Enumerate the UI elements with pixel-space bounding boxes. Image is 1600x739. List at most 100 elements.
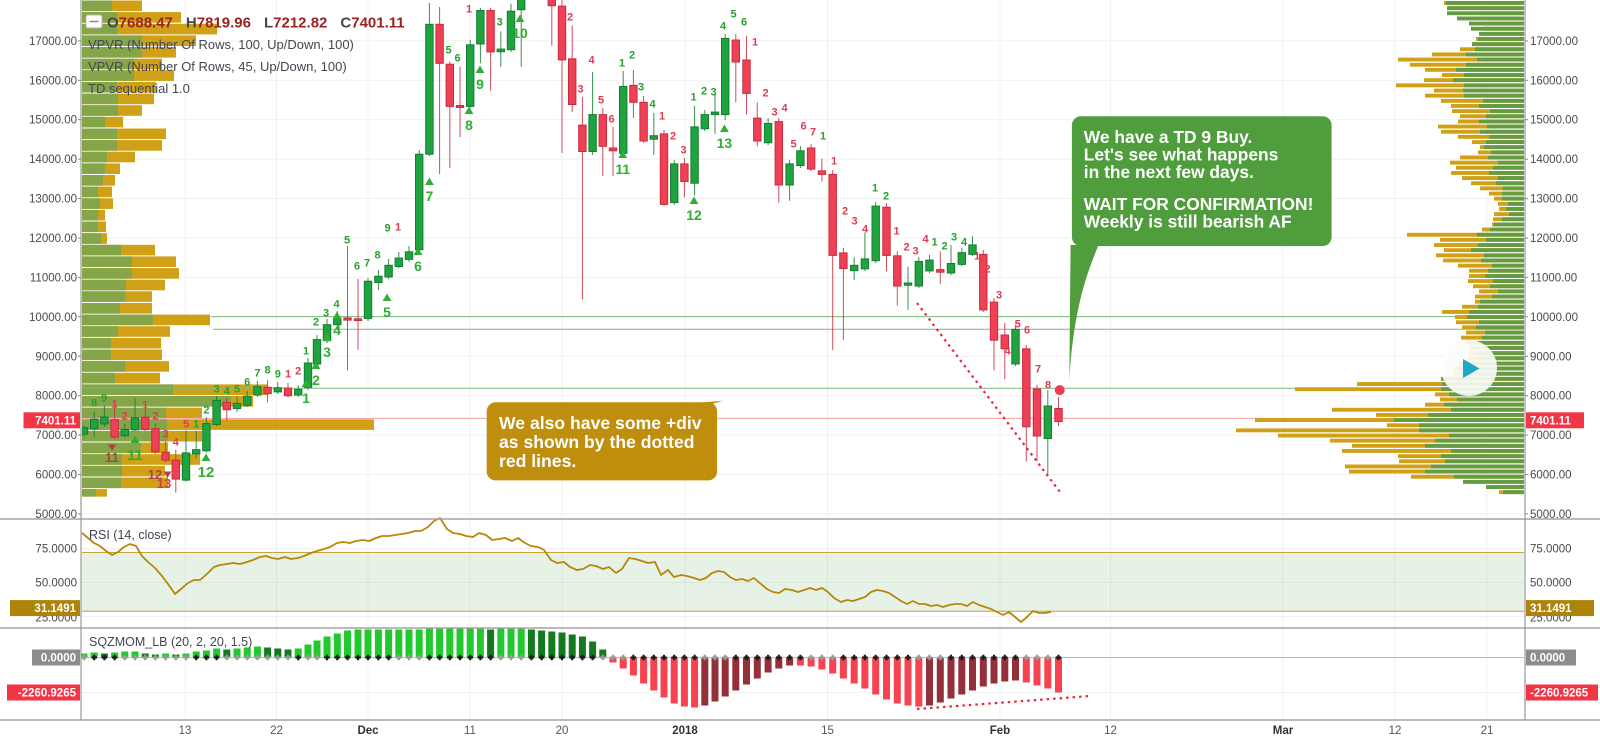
svg-text:7: 7	[364, 258, 370, 270]
svg-text:5: 5	[1015, 319, 1021, 331]
svg-text:8: 8	[465, 117, 473, 133]
svg-text:3: 3	[680, 145, 686, 157]
svg-text:21: 21	[1481, 725, 1494, 737]
svg-text:5: 5	[344, 235, 350, 247]
svg-text:11: 11	[615, 161, 630, 177]
svg-text:in the next few days.: in the next few days.	[1084, 162, 1254, 182]
svg-text:2: 2	[670, 131, 676, 143]
svg-text:1: 1	[302, 390, 310, 406]
svg-text:7401.11: 7401.11	[1530, 415, 1572, 427]
svg-text:3: 3	[912, 246, 918, 258]
svg-text:12: 12	[148, 467, 162, 482]
svg-text:20: 20	[556, 725, 569, 737]
svg-text:RSI (14, close): RSI (14, close)	[89, 528, 172, 542]
svg-text:4: 4	[224, 386, 231, 398]
svg-text:13: 13	[717, 135, 733, 151]
svg-text:75.0000: 75.0000	[1530, 544, 1572, 556]
svg-text:12: 12	[686, 207, 702, 223]
svg-text:5: 5	[383, 304, 391, 320]
svg-text:WAIT FOR CONFIRMATION!: WAIT FOR CONFIRMATION!	[1084, 194, 1314, 214]
svg-text:2: 2	[941, 241, 947, 253]
svg-text:5000.00: 5000.00	[35, 509, 77, 521]
svg-text:2: 2	[762, 88, 768, 100]
svg-text:6: 6	[741, 17, 747, 29]
svg-text:VPVR (Number Of Rows, 45, Up/D: VPVR (Number Of Rows, 45, Up/Down, 100)	[88, 59, 347, 74]
svg-text:2: 2	[152, 411, 158, 423]
svg-text:1: 1	[142, 400, 148, 412]
svg-text:6: 6	[454, 53, 460, 65]
svg-text:31.1491: 31.1491	[1530, 603, 1572, 615]
svg-text:5000.00: 5000.00	[1530, 509, 1572, 521]
svg-text:2: 2	[629, 50, 635, 62]
svg-text:7401.11: 7401.11	[35, 415, 77, 427]
svg-text:50.0000: 50.0000	[35, 578, 77, 590]
svg-text:11000.00: 11000.00	[1530, 272, 1577, 284]
svg-text:We also have some +div: We also have some +div	[499, 413, 702, 433]
svg-text:4: 4	[720, 21, 727, 33]
svg-text:TD sequential 1.0: TD sequential 1.0	[88, 81, 190, 96]
svg-text:2: 2	[701, 86, 707, 98]
svg-text:1: 1	[831, 156, 837, 168]
svg-text:Mar: Mar	[1273, 725, 1294, 737]
svg-text:3: 3	[323, 344, 331, 360]
svg-text:13000.00: 13000.00	[29, 194, 77, 206]
svg-text:3: 3	[771, 107, 777, 119]
svg-text:-2260.9265: -2260.9265	[18, 688, 77, 700]
svg-text:5: 5	[183, 419, 189, 431]
svg-text:17000.00: 17000.00	[29, 36, 77, 48]
svg-text:9: 9	[275, 369, 281, 381]
svg-text:8: 8	[265, 365, 271, 377]
svg-text:4: 4	[173, 437, 180, 449]
svg-text:5: 5	[445, 45, 451, 57]
svg-text:9: 9	[384, 223, 390, 235]
svg-text:VPVR (Number Of Rows, 100, Up/: VPVR (Number Of Rows, 100, Up/Down, 100)	[88, 37, 354, 52]
svg-text:8: 8	[374, 250, 380, 262]
svg-text:1: 1	[752, 37, 758, 49]
svg-text:1: 1	[893, 226, 899, 238]
svg-text:3: 3	[163, 429, 169, 441]
svg-text:10000.00: 10000.00	[29, 312, 77, 324]
svg-text:1: 1	[820, 131, 826, 143]
svg-text:red lines.: red lines.	[499, 451, 576, 471]
svg-text:13: 13	[179, 725, 192, 737]
svg-text:1: 1	[872, 183, 878, 195]
svg-text:12: 12	[198, 464, 215, 481]
svg-text:4: 4	[649, 99, 656, 111]
svg-text:4: 4	[1004, 346, 1011, 358]
svg-text:2018: 2018	[672, 725, 698, 737]
svg-text:3: 3	[710, 87, 716, 99]
svg-text:12: 12	[1104, 725, 1117, 737]
svg-text:11: 11	[464, 725, 476, 737]
svg-text:4: 4	[333, 322, 341, 338]
svg-text:50.0000: 50.0000	[1530, 578, 1572, 590]
svg-text:SQZMOM_LB (20, 2, 20, 1.5): SQZMOM_LB (20, 2, 20, 1.5)	[89, 635, 252, 649]
svg-text:-2260.9265: -2260.9265	[1530, 688, 1589, 700]
svg-text:4: 4	[333, 299, 340, 311]
svg-text:13: 13	[157, 476, 171, 491]
svg-text:16000.00: 16000.00	[1530, 75, 1578, 87]
svg-text:6: 6	[608, 114, 614, 126]
svg-text:11: 11	[105, 450, 119, 465]
svg-text:6: 6	[1024, 325, 1030, 337]
svg-text:1: 1	[931, 237, 937, 249]
svg-text:5: 5	[790, 139, 796, 151]
svg-text:14000.00: 14000.00	[1530, 154, 1578, 166]
svg-text:2: 2	[903, 242, 909, 254]
svg-text:75.0000: 75.0000	[35, 544, 77, 556]
svg-text:1: 1	[690, 92, 696, 104]
svg-text:4: 4	[961, 237, 968, 249]
svg-text:15000.00: 15000.00	[29, 115, 77, 127]
svg-text:3: 3	[951, 232, 957, 244]
svg-text:3: 3	[323, 308, 329, 320]
svg-text:2: 2	[842, 206, 848, 218]
svg-text:7: 7	[810, 127, 816, 139]
svg-text:6: 6	[414, 258, 422, 274]
svg-text:2: 2	[313, 317, 319, 329]
svg-text:as shown by the dotted: as shown by the dotted	[499, 432, 695, 452]
svg-text:1: 1	[395, 222, 401, 234]
svg-text:6: 6	[244, 377, 250, 389]
svg-text:15: 15	[821, 725, 834, 737]
svg-text:31.1491: 31.1491	[34, 603, 76, 615]
svg-text:Let's see what happens: Let's see what happens	[1084, 145, 1279, 165]
